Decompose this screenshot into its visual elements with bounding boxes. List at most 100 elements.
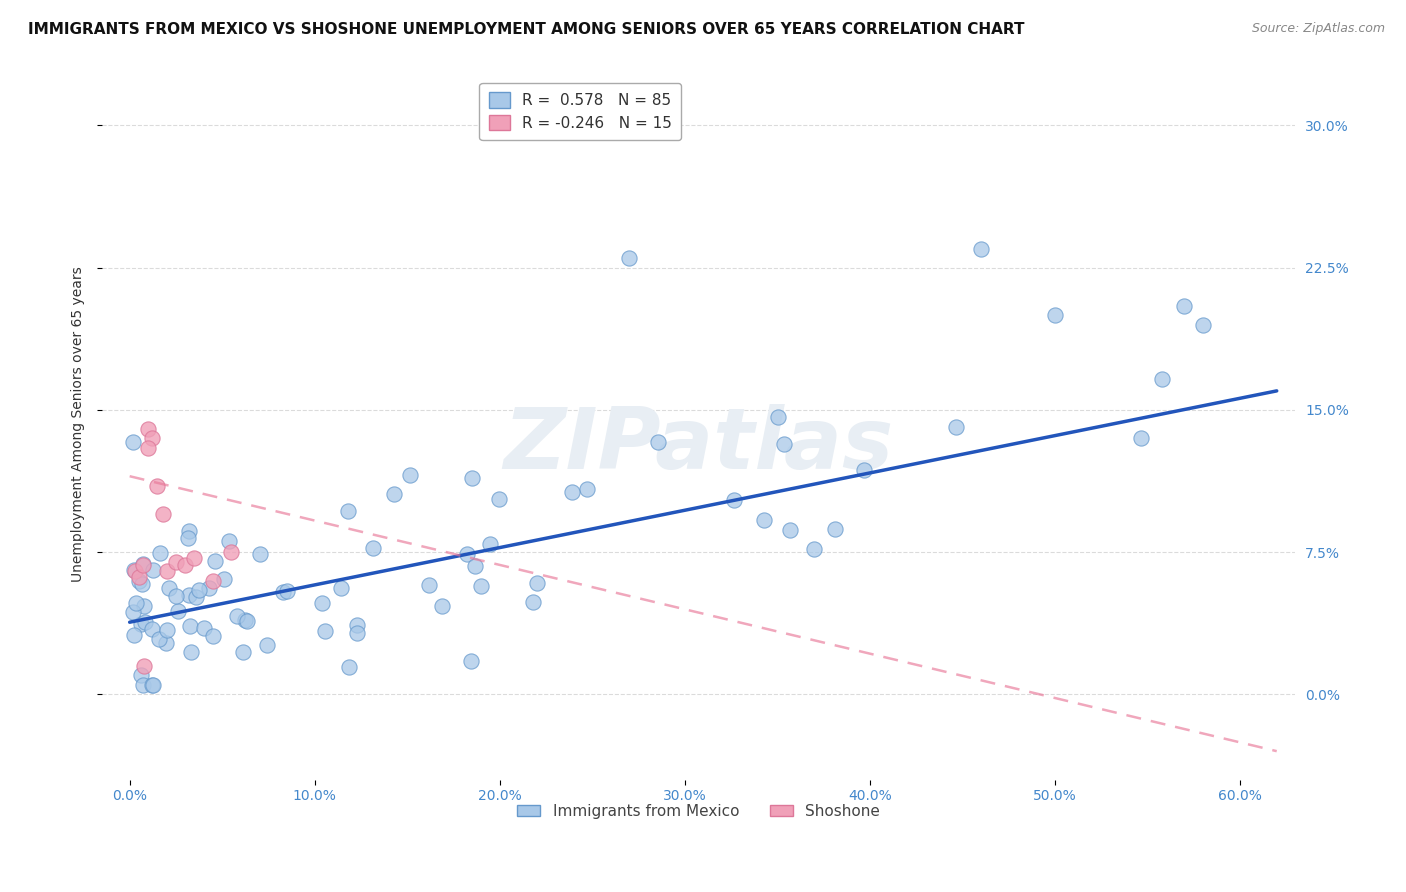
Point <box>1173 299 1195 313</box>
Point <box>236 614 259 628</box>
Point <box>479 537 502 551</box>
Point <box>575 482 598 496</box>
Point <box>1130 431 1153 445</box>
Point <box>803 542 825 557</box>
Point <box>218 533 240 548</box>
Point <box>131 577 153 591</box>
Point <box>142 562 165 576</box>
Point <box>177 588 200 602</box>
Point <box>464 559 486 574</box>
Point <box>174 558 197 573</box>
Point <box>141 622 163 636</box>
Point <box>488 491 510 506</box>
Point <box>146 478 169 492</box>
Text: ZIPatlas: ZIPatlas <box>503 404 894 487</box>
Point <box>470 579 492 593</box>
Point <box>165 555 187 569</box>
Point <box>346 618 368 632</box>
Point <box>945 420 967 434</box>
Point <box>188 583 211 598</box>
Point <box>430 599 453 613</box>
Point <box>754 513 776 527</box>
Point <box>155 636 177 650</box>
Point <box>522 595 544 609</box>
Point <box>193 621 215 635</box>
Point <box>142 678 165 692</box>
Point <box>1191 318 1213 332</box>
Point <box>619 251 641 265</box>
Point <box>122 605 145 619</box>
Point <box>131 558 153 573</box>
Point <box>232 645 254 659</box>
Point <box>157 581 180 595</box>
Point <box>329 582 352 596</box>
Text: Source: ZipAtlas.com: Source: ZipAtlas.com <box>1251 22 1385 36</box>
Point <box>156 623 179 637</box>
Point <box>311 596 333 610</box>
Point <box>337 660 360 674</box>
Point <box>129 617 152 632</box>
Point <box>970 242 993 256</box>
Point <box>225 609 247 624</box>
Point <box>129 668 152 682</box>
Point <box>166 605 188 619</box>
Point <box>134 658 156 673</box>
Point <box>398 468 420 483</box>
Point <box>141 431 163 445</box>
Point <box>131 678 153 692</box>
Legend: Immigrants from Mexico, Shoshone: Immigrants from Mexico, Shoshone <box>512 798 886 825</box>
Point <box>136 441 159 455</box>
Point <box>141 678 163 692</box>
Point <box>177 531 200 545</box>
Point <box>132 599 155 613</box>
Point <box>183 550 205 565</box>
Point <box>122 435 145 450</box>
Point <box>179 524 201 538</box>
Point <box>125 595 148 609</box>
Point <box>184 591 207 605</box>
Point <box>221 545 243 559</box>
Point <box>122 628 145 642</box>
Point <box>456 547 478 561</box>
Point <box>148 632 170 646</box>
Point <box>201 629 224 643</box>
Point <box>382 487 405 501</box>
Point <box>1152 372 1174 386</box>
Point <box>180 645 202 659</box>
Point <box>723 492 745 507</box>
Text: IMMIGRANTS FROM MEXICO VS SHOSHONE UNEMPLOYMENT AMONG SENIORS OVER 65 YEARS CORR: IMMIGRANTS FROM MEXICO VS SHOSHONE UNEMP… <box>28 22 1025 37</box>
Point <box>128 574 150 588</box>
Point <box>156 564 179 578</box>
Point <box>165 589 187 603</box>
Point <box>136 422 159 436</box>
Point <box>152 507 174 521</box>
Point <box>336 503 359 517</box>
Point <box>198 581 221 595</box>
Point <box>773 437 796 451</box>
Point <box>1043 308 1066 322</box>
Point <box>132 558 155 572</box>
Point <box>233 613 256 627</box>
Point <box>124 564 146 578</box>
Point <box>779 523 801 537</box>
Point <box>128 570 150 584</box>
Point <box>766 410 789 425</box>
Point <box>276 583 298 598</box>
Point <box>122 563 145 577</box>
Point <box>418 578 440 592</box>
Y-axis label: Unemployment Among Seniors over 65 years: Unemployment Among Seniors over 65 years <box>72 266 86 582</box>
Point <box>271 585 294 599</box>
Point <box>134 615 156 630</box>
Point <box>149 546 172 560</box>
Point <box>361 541 384 555</box>
Point <box>461 471 484 485</box>
Point <box>852 463 875 477</box>
Point <box>249 547 271 561</box>
Point <box>179 619 201 633</box>
Point <box>204 554 226 568</box>
Point <box>460 654 482 668</box>
Point <box>561 484 583 499</box>
Point <box>212 572 235 586</box>
Point <box>201 574 224 588</box>
Point <box>346 626 368 640</box>
